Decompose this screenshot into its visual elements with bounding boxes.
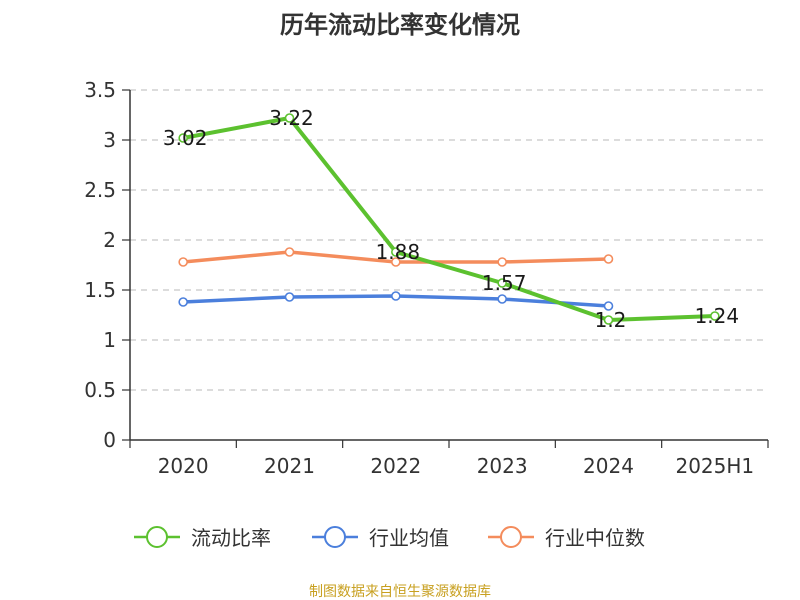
data-point	[284, 292, 295, 302]
chart-title: 历年流动比率变化情况	[280, 11, 520, 39]
y-tick-label: 1.5	[84, 278, 116, 302]
x-tick-label: 2022	[370, 454, 421, 478]
x-tick-label: 2024	[583, 454, 634, 478]
data-point	[284, 247, 295, 257]
data-point	[178, 257, 188, 267]
y-tick-label: 1	[103, 328, 116, 352]
series-line-0	[182, 116, 715, 322]
y-tick-label: 2	[103, 228, 116, 252]
data-labels: 3.02 3.22 1.88 1.57 1.2 1.24	[163, 106, 739, 332]
y-tick-label: 0	[103, 428, 116, 452]
data-point	[391, 291, 401, 301]
data-point	[497, 294, 507, 304]
data-point	[603, 315, 614, 325]
y-tick-label: 3	[103, 128, 116, 152]
data-point	[497, 278, 507, 288]
data-label: 1.24	[695, 304, 740, 328]
x-tick-label: 2023	[477, 454, 528, 478]
data-point	[391, 257, 401, 267]
x-tick-label: 2021	[264, 454, 315, 478]
y-tick-label: 2.5	[84, 178, 116, 202]
data-point	[284, 113, 295, 123]
legend-label: 行业中位数	[545, 526, 645, 550]
source-note: 制图数据来自恒生聚源数据库	[309, 584, 491, 600]
data-label: 3.02	[163, 126, 208, 150]
legend-swatch-marker	[324, 526, 346, 548]
data-point	[391, 247, 401, 257]
series-layer	[178, 113, 720, 325]
grid	[130, 89, 768, 391]
axes: 0 0.5 1 1.5 2 2.5 3 3.5 2020 2021 2022 2023 2024 2025…	[84, 78, 769, 478]
data-label: 1.57	[482, 271, 527, 295]
data-label: 1.2	[595, 308, 627, 332]
data-point	[710, 311, 720, 321]
data-point	[178, 133, 188, 143]
legend-swatch-marker	[500, 526, 522, 548]
data-label: 1.88	[376, 240, 421, 264]
data-point	[603, 301, 614, 311]
data-point	[178, 297, 188, 307]
y-tick-label: 3.5	[84, 78, 116, 102]
data-label: 3.22	[269, 106, 314, 130]
legend-label: 流动比率	[191, 526, 271, 550]
x-tick-label: 2020	[158, 454, 209, 478]
legend: 流动比率 行业均值 行业中位数	[134, 526, 645, 550]
data-point	[603, 254, 614, 264]
legend-label: 行业均值	[369, 526, 449, 550]
y-tick-label: 0.5	[84, 378, 116, 402]
x-tick-label: 2025H1	[675, 454, 754, 478]
legend-swatch-marker	[146, 526, 168, 548]
data-point	[497, 257, 507, 267]
